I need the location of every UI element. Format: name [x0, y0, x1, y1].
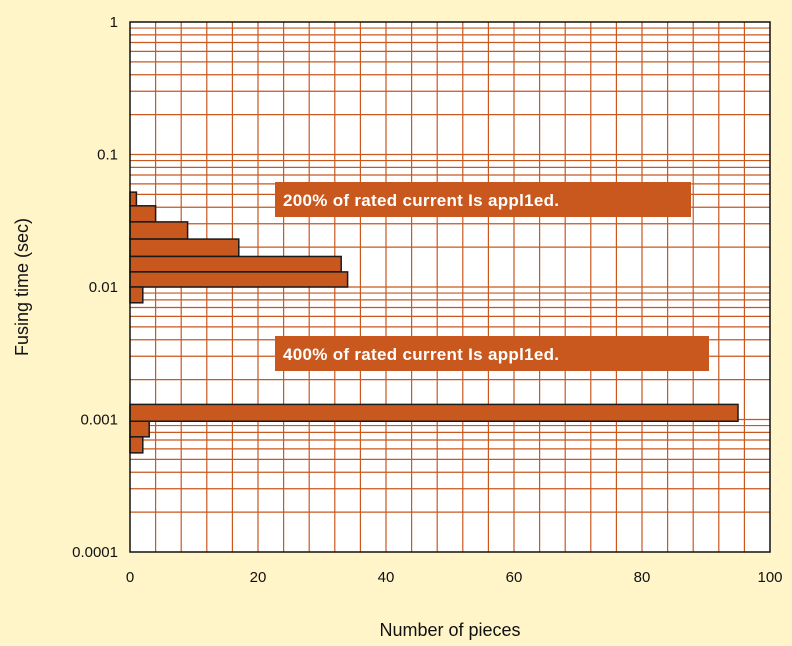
y-tick-label: 1 [110, 14, 118, 31]
x-tick-label: 60 [506, 569, 523, 586]
bar-series1-2 [129, 205, 157, 223]
plot-frame [129, 21, 771, 553]
bar-series1-3 [129, 221, 189, 240]
bar-series1-6 [129, 271, 349, 288]
bar-series2-3 [129, 436, 144, 454]
annotation-200-text: 200% of rated current Is appl1ed. [283, 191, 559, 210]
x-tick-label: 40 [378, 569, 395, 586]
x-tick-label: 80 [634, 569, 651, 586]
annotation-200-box [275, 182, 691, 217]
bar-series1-7 [129, 286, 144, 304]
y-axis-title: Fusing time (sec) [12, 218, 32, 356]
bar-series2-2 [129, 420, 150, 438]
y-tick-label: 0.001 [80, 412, 118, 429]
annotation-200: 200% of rated current Is appl1ed. [275, 182, 691, 217]
tick-labels: 0 20 40 60 80 100 1 0.1 0.01 0.001 0.0001 [72, 14, 782, 586]
bar-series2-1 [129, 403, 739, 423]
y-tick-label: 0.1 [97, 147, 118, 164]
annotation-400: 400% of rated current Is appl1ed. [275, 336, 709, 371]
bar-series1-5 [129, 255, 342, 273]
x-axis-title: Number of pieces [379, 620, 520, 640]
x-tick-label: 0 [126, 569, 134, 586]
annotation-400-text: 400% of rated current Is appl1ed. [283, 345, 559, 364]
x-tick-label: 20 [250, 569, 267, 586]
x-tick-label: 100 [757, 569, 782, 586]
y-tick-label: 0.01 [89, 279, 118, 296]
y-tick-label: 0.0001 [72, 544, 118, 561]
bar-series1-4 [129, 238, 240, 258]
annotation-400-box [275, 336, 709, 371]
bar-series1-1 [129, 191, 138, 207]
